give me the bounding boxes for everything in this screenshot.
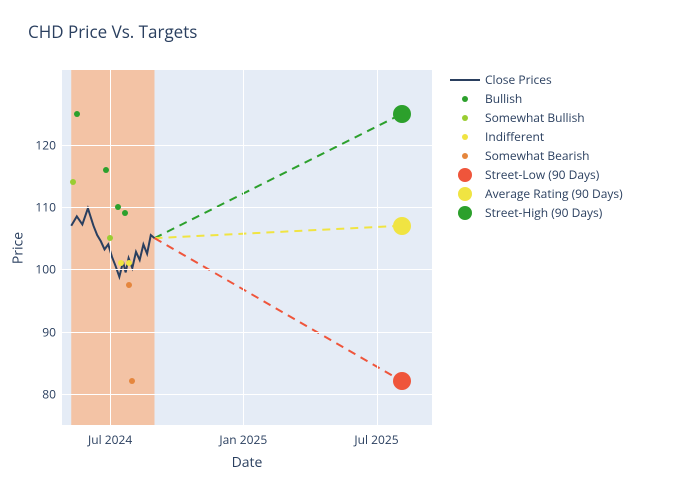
marker-bullish[interactable] (115, 204, 121, 210)
marker-bullish[interactable] (74, 111, 80, 117)
y-tick-label: 100 (32, 261, 56, 278)
marker-bullish[interactable] (103, 167, 109, 173)
marker-somewhat_bullish[interactable] (107, 235, 113, 241)
marker-indifferent[interactable] (118, 260, 124, 266)
gridline-h (62, 332, 432, 333)
legend-label: Street-Low (90 Days) (485, 166, 599, 183)
legend-dot-icon (462, 115, 468, 121)
legend-label: Close Prices (485, 71, 552, 88)
legend-item[interactable]: Somewhat Bearish (450, 146, 623, 165)
legend-dot-icon (458, 187, 472, 201)
projection-line-average (155, 226, 403, 238)
marker-somewhat_bearish[interactable] (129, 378, 135, 384)
legend-swatch (450, 74, 480, 86)
gridline-v (243, 70, 244, 425)
gridline-h (62, 394, 432, 395)
legend: Close Prices Bullish Somewhat Bullish Indif… (450, 70, 623, 222)
gridline-v (110, 70, 111, 425)
target-marker-street_high[interactable] (393, 105, 411, 123)
legend-dot-icon (458, 168, 472, 182)
legend-line-icon (450, 79, 480, 81)
legend-label: Indifferent (485, 128, 544, 145)
target-marker-street_low[interactable] (393, 372, 411, 390)
legend-item[interactable]: Bullish (450, 89, 623, 108)
x-tick-label: Jul 2025 (354, 431, 398, 448)
legend-item[interactable]: Close Prices (450, 70, 623, 89)
target-marker-average[interactable] (393, 217, 411, 235)
legend-swatch (450, 188, 480, 200)
legend-dot-icon (462, 96, 468, 102)
marker-indifferent[interactable] (126, 260, 132, 266)
legend-swatch (450, 93, 480, 105)
legend-item[interactable]: Average Rating (90 Days) (450, 184, 623, 203)
legend-label: Street-High (90 Days) (485, 204, 602, 221)
legend-item[interactable]: Indifferent (450, 127, 623, 146)
y-tick-label: 110 (32, 199, 56, 216)
legend-dot-icon (462, 134, 468, 140)
gridline-v (377, 70, 378, 425)
legend-label: Somewhat Bullish (485, 109, 585, 126)
legend-swatch (450, 150, 480, 162)
legend-label: Somewhat Bearish (485, 147, 590, 164)
y-axis-title: Price (9, 231, 28, 263)
projection-line-street_high (155, 114, 403, 239)
gridline-h (62, 145, 432, 146)
y-tick-label: 80 (32, 385, 56, 402)
legend-swatch (450, 169, 480, 181)
x-axis-title: Date (232, 453, 263, 472)
gridline-h (62, 269, 432, 270)
x-tick-label: Jul 2024 (88, 431, 132, 448)
legend-label: Bullish (485, 90, 522, 107)
marker-somewhat_bullish[interactable] (70, 179, 76, 185)
chart-title: CHD Price Vs. Targets (28, 20, 197, 43)
plot-area (62, 70, 432, 425)
projection-line-street_low (155, 238, 403, 381)
legend-item[interactable]: Street-High (90 Days) (450, 203, 623, 222)
legend-swatch (450, 131, 480, 143)
legend-swatch (450, 207, 480, 219)
marker-somewhat_bearish[interactable] (126, 282, 132, 288)
x-tick-label: Jan 2025 (219, 431, 267, 448)
legend-dot-icon (458, 206, 472, 220)
y-tick-label: 90 (32, 323, 56, 340)
marker-bullish[interactable] (122, 210, 128, 216)
legend-dot-icon (462, 153, 468, 159)
legend-item[interactable]: Somewhat Bullish (450, 108, 623, 127)
legend-item[interactable]: Street-Low (90 Days) (450, 165, 623, 184)
y-tick-label: 120 (32, 136, 56, 153)
legend-swatch (450, 112, 480, 124)
legend-label: Average Rating (90 Days) (485, 185, 623, 202)
